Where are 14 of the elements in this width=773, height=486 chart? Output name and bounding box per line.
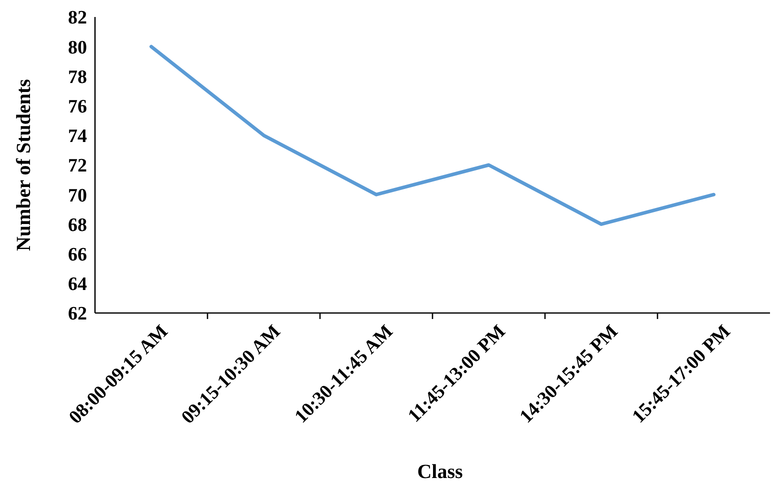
y-tick-label: 70 xyxy=(68,185,87,206)
y-tick-label: 72 xyxy=(68,156,87,177)
y-tick-label: 78 xyxy=(68,66,87,88)
y-tick-label: 68 xyxy=(68,214,87,236)
y-tick-label: 74 xyxy=(68,126,88,148)
y-tick-label: 62 xyxy=(68,304,87,325)
y-tick-label: 82 xyxy=(68,8,87,29)
line-series xyxy=(150,44,716,226)
y-tick-label: 76 xyxy=(68,96,87,118)
x-axis-title: Class xyxy=(417,461,463,483)
y-axis-title: Number of Students xyxy=(13,78,35,251)
y-tick-label: 64 xyxy=(68,274,88,296)
y-tick-label: 66 xyxy=(68,244,87,266)
y-tick-label: 80 xyxy=(68,37,87,58)
